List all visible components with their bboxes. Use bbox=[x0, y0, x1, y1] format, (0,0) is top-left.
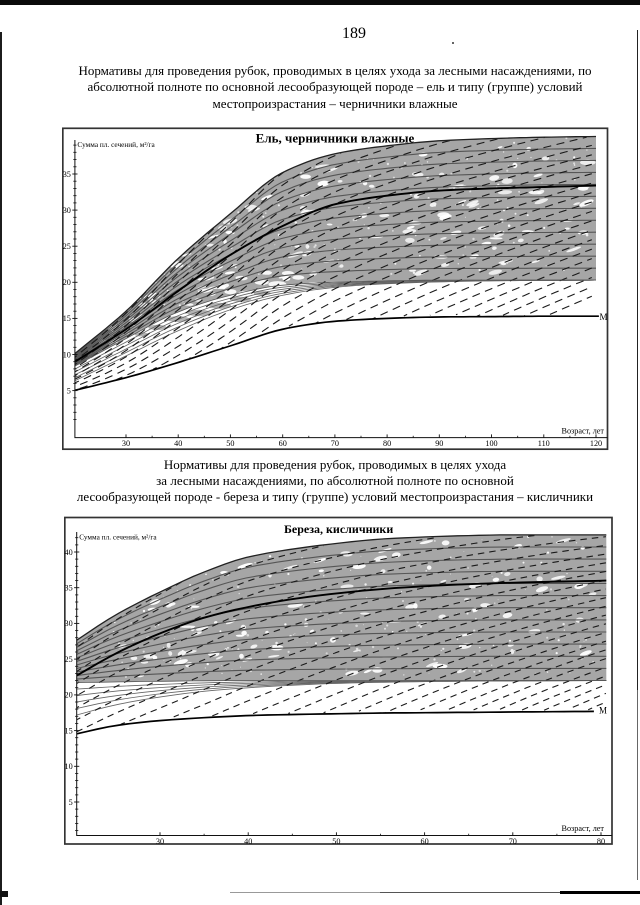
svg-text:50: 50 bbox=[332, 837, 340, 846]
svg-text:Возраст, лет: Возраст, лет bbox=[561, 824, 604, 833]
svg-text:20: 20 bbox=[63, 278, 71, 287]
svg-text:90: 90 bbox=[435, 439, 443, 448]
svg-text:30: 30 bbox=[63, 206, 71, 215]
svg-text:10: 10 bbox=[63, 350, 71, 359]
svg-text:40: 40 bbox=[65, 548, 73, 557]
svg-text:50: 50 bbox=[226, 439, 234, 448]
svg-text:15: 15 bbox=[63, 314, 71, 323]
svg-text:10: 10 bbox=[65, 762, 73, 771]
svg-text:Возраст, лет: Возраст, лет bbox=[561, 427, 604, 436]
svg-text:25: 25 bbox=[65, 655, 73, 664]
svg-text:35: 35 bbox=[65, 584, 73, 593]
svg-text:70: 70 bbox=[331, 439, 339, 448]
svg-text:20: 20 bbox=[65, 691, 73, 700]
svg-text:Сумма пл. сечений, м²/га: Сумма пл. сечений, м²/га bbox=[77, 140, 155, 149]
svg-text:110: 110 bbox=[538, 439, 550, 448]
svg-text:М: М bbox=[599, 706, 607, 716]
svg-text:60: 60 bbox=[421, 837, 429, 846]
svg-text:80: 80 bbox=[597, 837, 605, 846]
svg-text:40: 40 bbox=[174, 439, 182, 448]
svg-text:30: 30 bbox=[65, 619, 73, 628]
svg-text:60: 60 bbox=[279, 439, 287, 448]
svg-text:30: 30 bbox=[156, 837, 164, 846]
svg-text:40: 40 bbox=[244, 837, 252, 846]
svg-text:70: 70 bbox=[509, 837, 517, 846]
svg-text:Сумма пл. сечений, м²/га: Сумма пл. сечений, м²/га bbox=[79, 533, 157, 542]
svg-text:25: 25 bbox=[63, 242, 71, 251]
svg-text:80: 80 bbox=[383, 439, 391, 448]
svg-text:35: 35 bbox=[63, 170, 71, 179]
svg-text:Береза, кисличники: Береза, кисличники bbox=[284, 522, 393, 536]
svg-text:120: 120 bbox=[590, 439, 602, 448]
svg-text:М: М bbox=[600, 312, 608, 322]
svg-text:100: 100 bbox=[485, 439, 497, 448]
svg-text:30: 30 bbox=[122, 439, 130, 448]
svg-text:Ель, черничники влажные: Ель, черничники влажные bbox=[256, 131, 415, 146]
svg-text:5: 5 bbox=[69, 798, 73, 807]
svg-text:5: 5 bbox=[67, 386, 71, 395]
svg-text:15: 15 bbox=[65, 726, 73, 735]
